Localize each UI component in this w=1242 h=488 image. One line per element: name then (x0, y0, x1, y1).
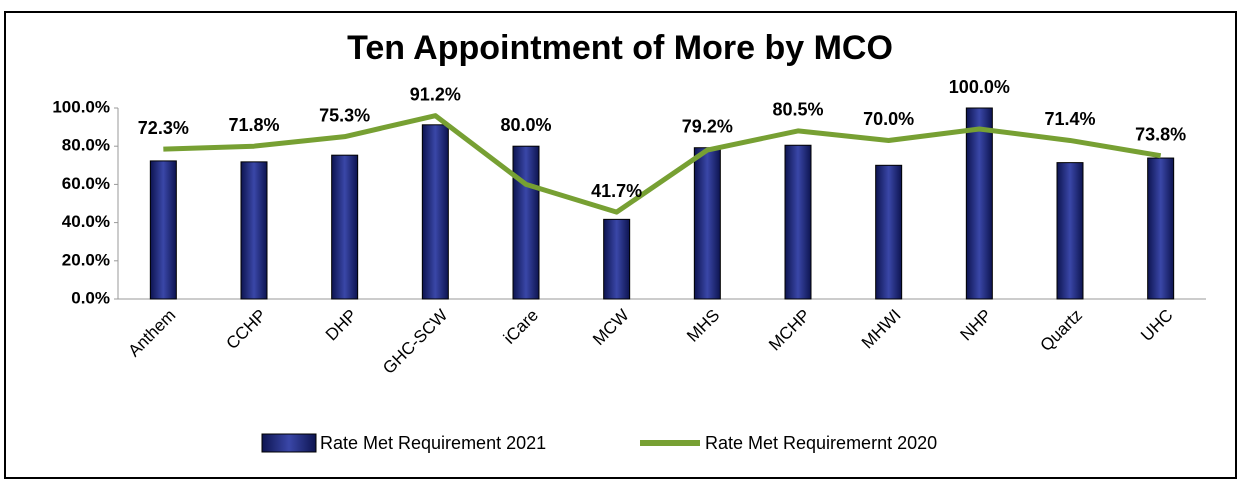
bar (965, 107, 993, 300)
data-label: 80.5% (772, 100, 823, 120)
bar (1056, 162, 1084, 300)
legend-label: Rate Met Requiremernt 2020 (705, 433, 937, 453)
bar (149, 160, 177, 300)
data-label: 80.0% (500, 115, 551, 135)
bar (512, 145, 540, 300)
bar (1147, 157, 1175, 300)
y-tick-label: 40.0% (62, 212, 110, 231)
data-label: 73.8% (1135, 125, 1186, 145)
data-label: 41.7% (591, 181, 642, 201)
y-tick-label: 20.0% (62, 250, 110, 269)
bar (421, 124, 449, 300)
legend-swatch (261, 433, 317, 453)
data-label: 71.8% (228, 115, 279, 135)
chart-title: Ten Appointment of More by MCO (347, 29, 893, 67)
data-label: 79.2% (682, 116, 733, 136)
y-tick-label: 60.0% (62, 174, 110, 193)
y-tick-label: 100.0% (52, 97, 110, 116)
bar (603, 218, 631, 300)
data-label: 71.4% (1044, 109, 1095, 129)
data-label: 100.0% (949, 77, 1010, 97)
data-label: 70.0% (863, 109, 914, 129)
bar (331, 154, 359, 300)
bar (875, 164, 903, 300)
line (163, 113, 1162, 215)
data-label: 72.3% (138, 118, 189, 138)
y-tick-label: 80.0% (62, 136, 110, 155)
bar (693, 147, 721, 300)
bar (240, 161, 268, 300)
bar (784, 144, 812, 300)
data-label: 91.2% (410, 84, 461, 104)
y-tick-label: 0.0% (71, 288, 110, 307)
data-label: 75.3% (319, 105, 370, 125)
legend-label: Rate Met Requirement 2021 (320, 433, 546, 453)
